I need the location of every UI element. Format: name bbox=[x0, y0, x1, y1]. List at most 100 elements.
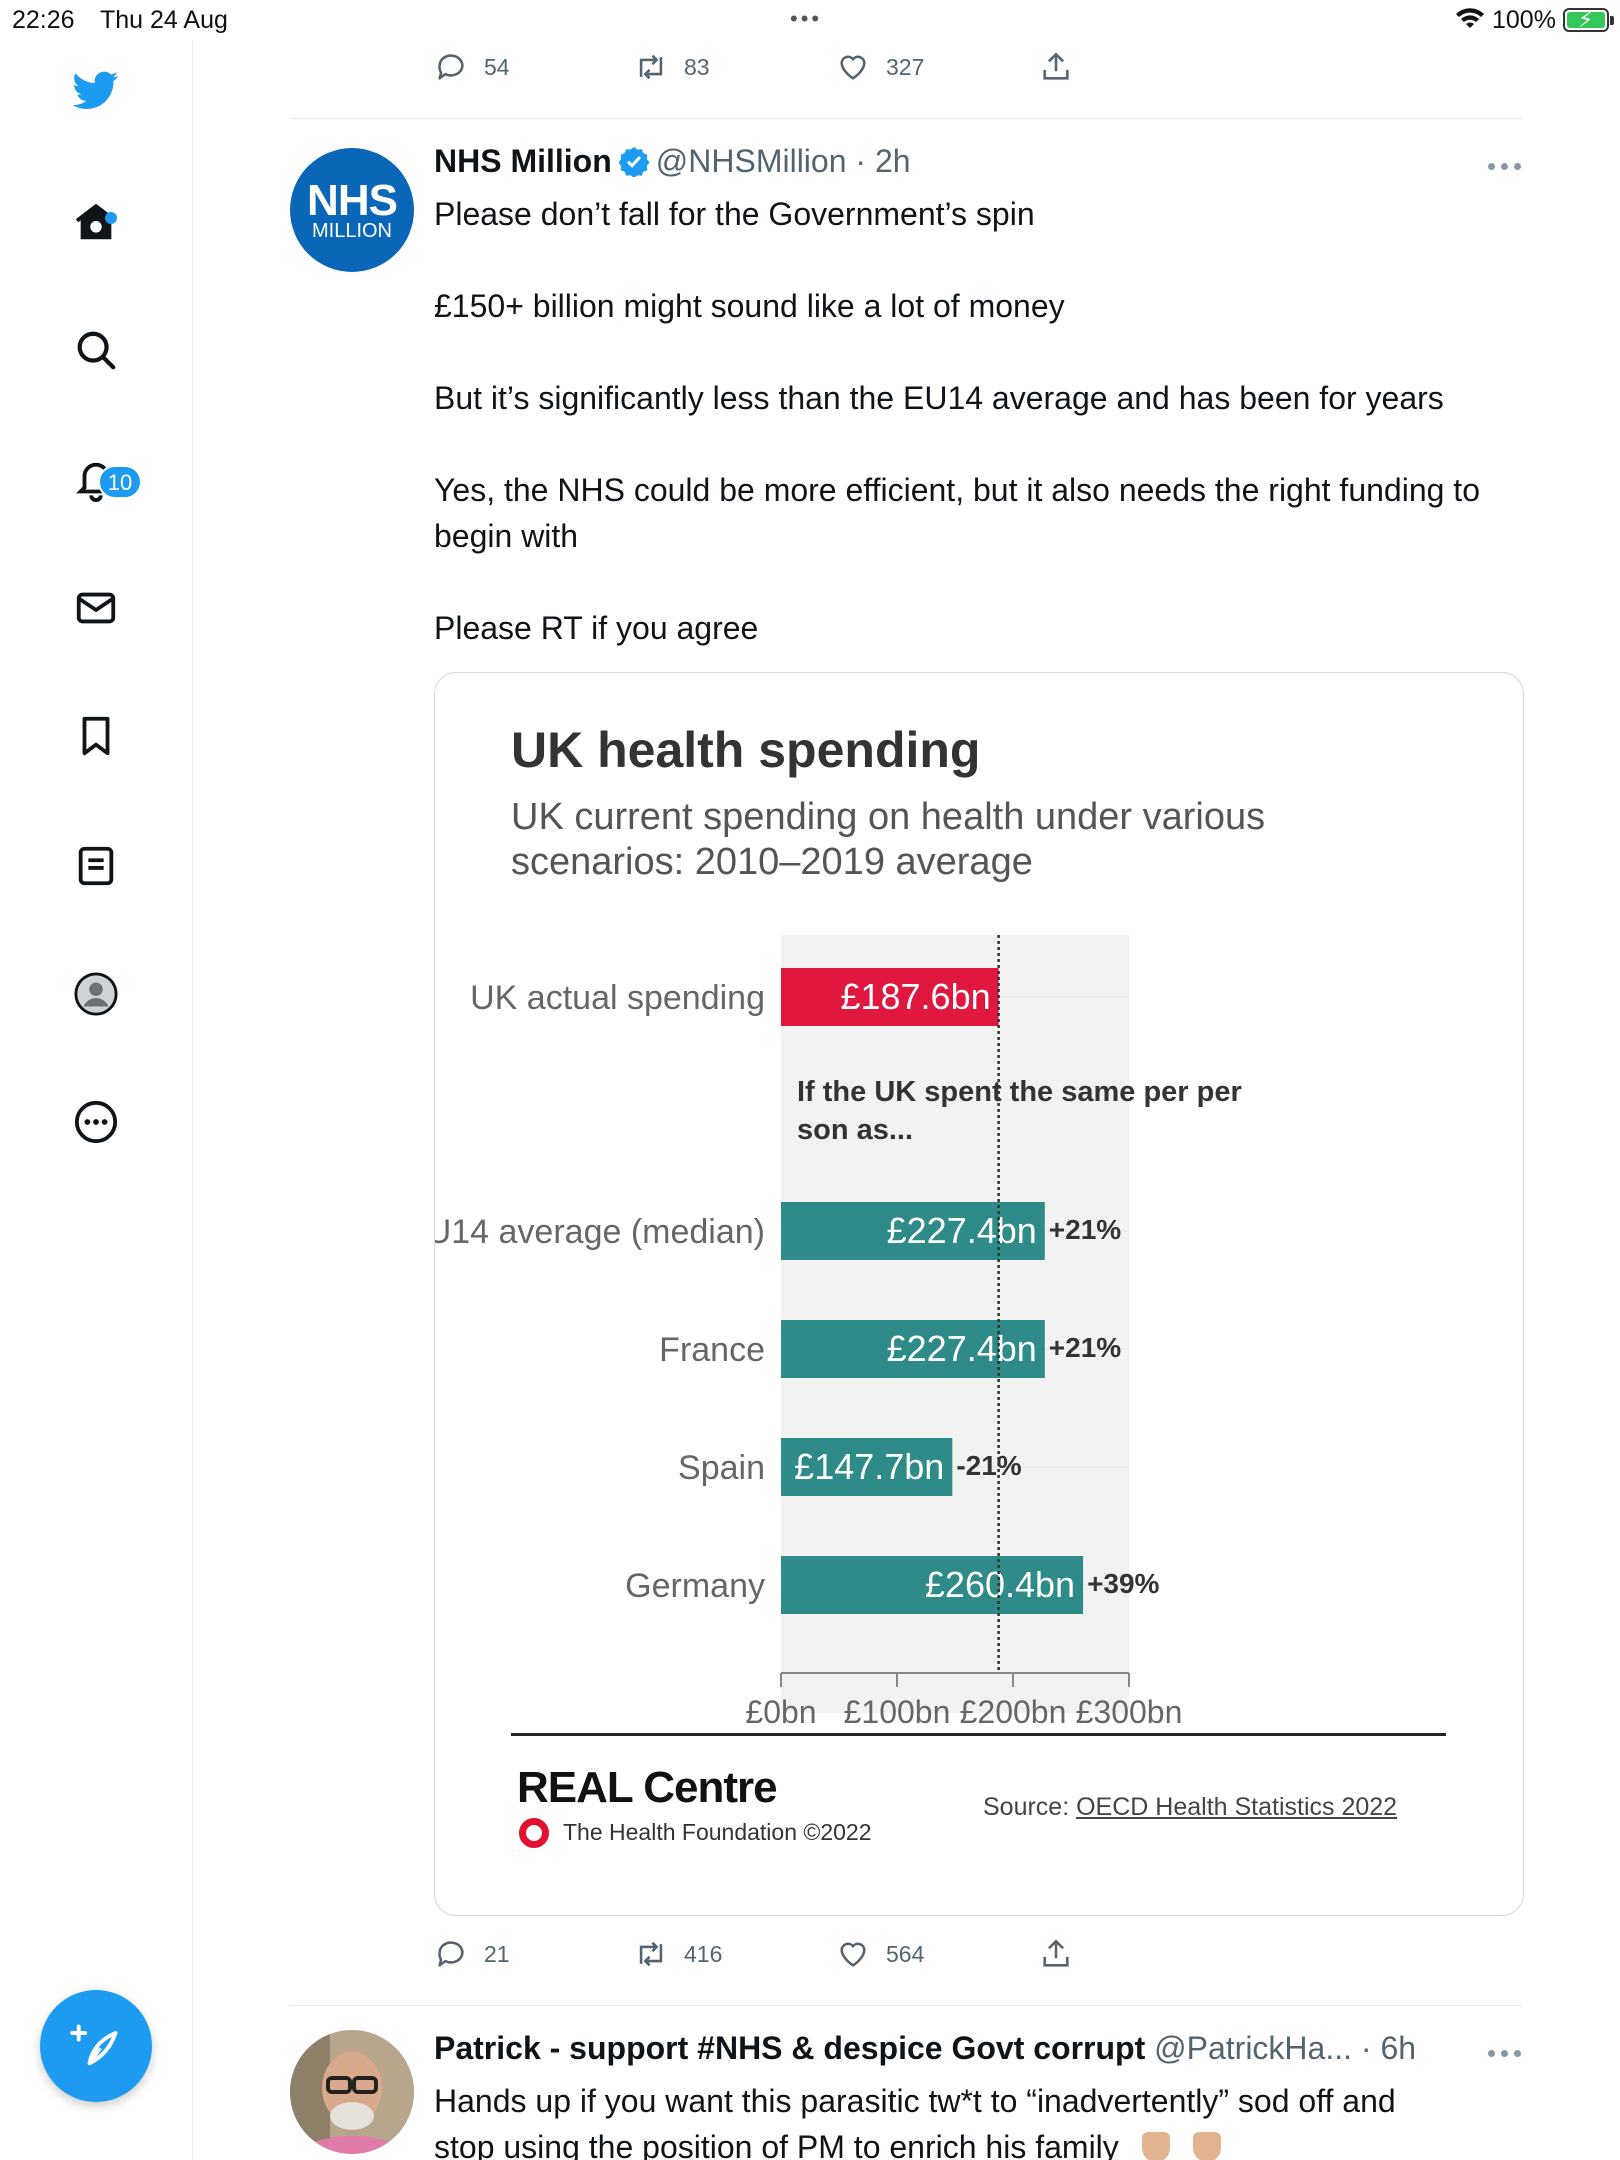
wifi-icon bbox=[1456, 8, 1484, 28]
profile-icon[interactable] bbox=[70, 968, 122, 1020]
like-button[interactable]: 327 bbox=[836, 50, 924, 84]
reply-icon bbox=[438, 54, 464, 80]
multitasking-dots-icon[interactable]: ••• bbox=[790, 6, 823, 31]
category-label: Spain bbox=[678, 1449, 765, 1487]
reply-icon bbox=[438, 1941, 464, 1967]
reply-count: 21 bbox=[484, 1940, 510, 1967]
bar-value-label: £227.4bn bbox=[887, 1210, 1037, 1251]
tweet-paragraph: £150+ billion might sound like a lot of … bbox=[434, 288, 1065, 324]
pointing-down-emoji-icon bbox=[1192, 2132, 1221, 2160]
tweet-more-icon[interactable] bbox=[1488, 160, 1524, 172]
author-handle[interactable]: @NHSMillion bbox=[655, 143, 847, 179]
bar-change-label: +21% bbox=[1049, 1332, 1121, 1363]
chart-title: UK health spending bbox=[511, 722, 981, 778]
compose-tweet-button[interactable] bbox=[40, 1990, 152, 2102]
tweet-header: Patrick - support #NHS & despice Govt co… bbox=[434, 2030, 1416, 2067]
patrick-avatar[interactable] bbox=[290, 2030, 414, 2154]
tweet-actions: 21 416 564 bbox=[434, 1937, 1094, 1977]
more-icon[interactable] bbox=[70, 1096, 122, 1148]
prev-tweet-actions: 54 83 327 bbox=[434, 50, 1094, 90]
bar bbox=[781, 1556, 1084, 1614]
battery-percent: 100% bbox=[1492, 6, 1556, 34]
bar-change-label: +21% bbox=[1049, 1214, 1121, 1245]
author-name[interactable]: Patrick - support #NHS & despice Govt co… bbox=[434, 2030, 1146, 2066]
share-icon bbox=[1043, 52, 1069, 80]
tweet-body: Please don’t fall for the Government’s s… bbox=[434, 191, 1524, 697]
share-button[interactable] bbox=[1039, 50, 1089, 84]
chart-footer-rule bbox=[511, 1733, 1446, 1736]
retweet-button[interactable]: 83 bbox=[634, 50, 710, 84]
tweet-divider bbox=[290, 118, 1522, 119]
share-button[interactable] bbox=[1039, 1937, 1089, 1971]
category-label: France bbox=[659, 1331, 765, 1369]
search-icon[interactable] bbox=[70, 324, 122, 376]
heart-icon bbox=[840, 55, 866, 80]
bar bbox=[781, 1320, 1045, 1378]
tweet-paragraph: Please don’t fall for the Government’s s… bbox=[434, 196, 1035, 232]
heart-icon bbox=[840, 1942, 866, 1967]
twitter-logo-icon[interactable] bbox=[70, 64, 122, 116]
retweet-button[interactable]: 416 bbox=[634, 1937, 722, 1971]
bar-value-label: £187.6bn bbox=[840, 976, 990, 1017]
category-label: Germany bbox=[625, 1567, 765, 1605]
bar-chart: UK actual spending £187.6bn EU14 average (… bbox=[435, 935, 1242, 1730]
tweet-paragraph: Yes, the NHS could be more efficient, bu… bbox=[434, 472, 1480, 554]
chart-subtitle: UK current spending on health under vari… bbox=[511, 796, 1266, 883]
tweet-header: NHS Million @NHSMillion · 2h bbox=[434, 143, 911, 180]
avatar-photo bbox=[290, 2030, 414, 2154]
status-bar: 22:26 Thu 24 Aug ••• 100% ⚡ bbox=[0, 0, 1620, 40]
home-unread-dot bbox=[105, 212, 117, 224]
reply-count: 54 bbox=[484, 53, 510, 80]
health-foundation-logo-icon bbox=[519, 1818, 549, 1848]
tweet-line-text: stop using the position of PM to enrich … bbox=[434, 2129, 1119, 2160]
chart-source: Source: OECD Health Statistics 2022 bbox=[983, 1793, 1397, 1822]
time-separator: · bbox=[855, 143, 867, 179]
bar-change-label: +39% bbox=[1087, 1568, 1159, 1599]
author-handle[interactable]: @PatrickHa... bbox=[1154, 2030, 1352, 2066]
pointing-down-emoji-icon bbox=[1141, 2132, 1170, 2160]
category-label: EU14 average (median) bbox=[435, 1213, 765, 1251]
sidebar: 10 bbox=[0, 40, 193, 2160]
verified-badge-icon bbox=[618, 147, 650, 177]
bar bbox=[781, 1202, 1045, 1260]
status-time: 22:26 bbox=[12, 6, 75, 34]
bookmarks-icon[interactable] bbox=[70, 710, 122, 762]
chart-annotation: son as... bbox=[797, 1114, 913, 1146]
brand-name: REAL Centre bbox=[517, 1763, 778, 1812]
x-tick-label: £0bn bbox=[745, 1694, 816, 1730]
lists-icon[interactable] bbox=[70, 840, 122, 892]
bar-value-label: £147.7bn bbox=[794, 1446, 944, 1487]
chart-annotation: If the UK spent the same per per bbox=[797, 1076, 1242, 1108]
retweet-count: 416 bbox=[684, 1940, 723, 1967]
nhs-million-avatar[interactable]: NHS MILLION bbox=[290, 148, 414, 272]
bar-value-label: £260.4bn bbox=[925, 1564, 1075, 1605]
tweet-time[interactable]: 6h bbox=[1380, 2030, 1417, 2066]
author-name[interactable]: NHS Million bbox=[434, 143, 612, 179]
tweet-paragraph: Please RT if you agree bbox=[434, 610, 759, 646]
reply-button[interactable]: 21 bbox=[434, 1937, 510, 1971]
like-count: 327 bbox=[886, 53, 925, 80]
source-link[interactable]: OECD Health Statistics 2022 bbox=[1076, 1793, 1398, 1821]
messages-icon[interactable] bbox=[70, 582, 122, 634]
tweet-body: Hands up if you want this parasitic tw*t… bbox=[434, 2078, 1524, 2160]
retweet-icon bbox=[639, 1941, 663, 1967]
bar bbox=[781, 1438, 953, 1496]
bar bbox=[781, 968, 999, 1026]
status-date: Thu 24 Aug bbox=[100, 6, 228, 34]
source-label: Source: bbox=[983, 1793, 1077, 1821]
like-button[interactable]: 564 bbox=[836, 1937, 924, 1971]
tweet-time[interactable]: 2h bbox=[874, 143, 911, 179]
reply-button[interactable]: 54 bbox=[434, 50, 510, 84]
chart-image-card[interactable]: UK actual spending £187.6bn EU14 average (… bbox=[434, 672, 1524, 1916]
like-count: 564 bbox=[886, 1940, 925, 1967]
avatar-logo-subtext: MILLION bbox=[311, 220, 393, 242]
avatar-logo-text: NHS bbox=[307, 176, 398, 225]
notifications-badge: 10 bbox=[98, 465, 142, 499]
tweet-divider bbox=[290, 2005, 1522, 2006]
share-icon bbox=[1043, 1939, 1069, 1967]
tweet-more-icon[interactable] bbox=[1488, 2047, 1524, 2059]
x-tick-label: £100bn bbox=[844, 1694, 951, 1730]
bar-value-label: £227.4bn bbox=[887, 1328, 1037, 1369]
bar-change-label: -21% bbox=[956, 1450, 1021, 1481]
battery-icon: ⚡ bbox=[1563, 7, 1614, 32]
